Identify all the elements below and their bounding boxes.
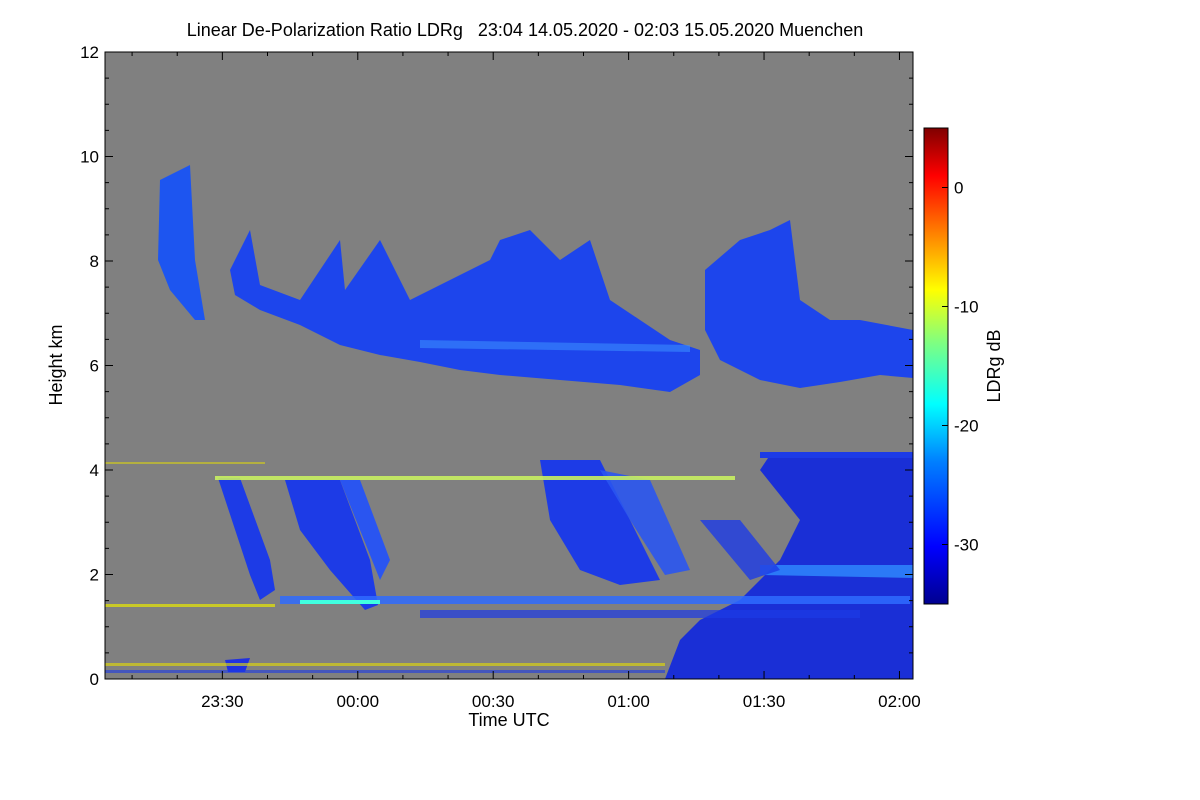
y-axis: 0 2 4 6 8 10 12 bbox=[80, 43, 913, 689]
heatmap-layer bbox=[105, 165, 913, 679]
band-4200m bbox=[105, 462, 265, 464]
band-1200m-left bbox=[105, 604, 275, 607]
y-tick-label: 4 bbox=[90, 461, 99, 480]
cirrus-2 bbox=[230, 230, 700, 392]
colorbar-tick-label: -30 bbox=[954, 536, 979, 555]
y-tick-label: 6 bbox=[90, 357, 99, 376]
cirrus-1 bbox=[158, 165, 205, 320]
chart-title: Linear De-Polarization Ratio LDRg 23:04 … bbox=[186, 20, 864, 40]
x-tick-label: 00:30 bbox=[472, 692, 515, 711]
streak-a bbox=[218, 478, 275, 600]
colorbar-tick-label: -10 bbox=[954, 298, 979, 317]
streak-c bbox=[340, 480, 390, 580]
low-cloud-band-right bbox=[760, 565, 913, 578]
colorbar-label: LDRg dB bbox=[984, 329, 1004, 402]
streak-b bbox=[285, 480, 378, 610]
ground-band bbox=[105, 663, 665, 666]
band-1200m bbox=[420, 610, 860, 618]
y-tick-label: 10 bbox=[80, 148, 99, 167]
y-tick-label: 2 bbox=[90, 566, 99, 585]
streak-f bbox=[700, 520, 780, 580]
x-tick-label: 23:30 bbox=[201, 692, 244, 711]
colorbar-axis: 0 -10 -20 -30 bbox=[942, 179, 979, 555]
y-axis-label: Height km bbox=[46, 324, 66, 405]
colorbar bbox=[923, 127, 949, 605]
colorbar-tick-label: -20 bbox=[954, 417, 979, 436]
x-tick-label: 00:00 bbox=[337, 692, 380, 711]
streak-d bbox=[540, 460, 660, 585]
cirrus-3 bbox=[705, 220, 913, 388]
y-tick-label: 8 bbox=[90, 252, 99, 271]
x-tick-label: 01:00 bbox=[607, 692, 650, 711]
x-axis: 23:30 00:00 00:30 01:00 01:30 02:00 bbox=[131, 52, 921, 711]
x-tick-label: 01:30 bbox=[743, 692, 786, 711]
y-tick-label: 0 bbox=[90, 670, 99, 689]
y-tick-label: 12 bbox=[80, 43, 99, 62]
ground-band-blue bbox=[105, 670, 665, 673]
x-axis-label: Time UTC bbox=[468, 710, 549, 730]
cirrus-base-highlight bbox=[420, 340, 690, 352]
colorbar-tick-label: 0 bbox=[954, 179, 963, 198]
band-1500m-cyan bbox=[300, 600, 380, 604]
band-4400m-right bbox=[760, 452, 913, 458]
x-tick-label: 02:00 bbox=[878, 692, 921, 711]
band-4000m bbox=[215, 476, 735, 480]
streak-e bbox=[600, 470, 690, 575]
band-1300m bbox=[280, 596, 910, 604]
